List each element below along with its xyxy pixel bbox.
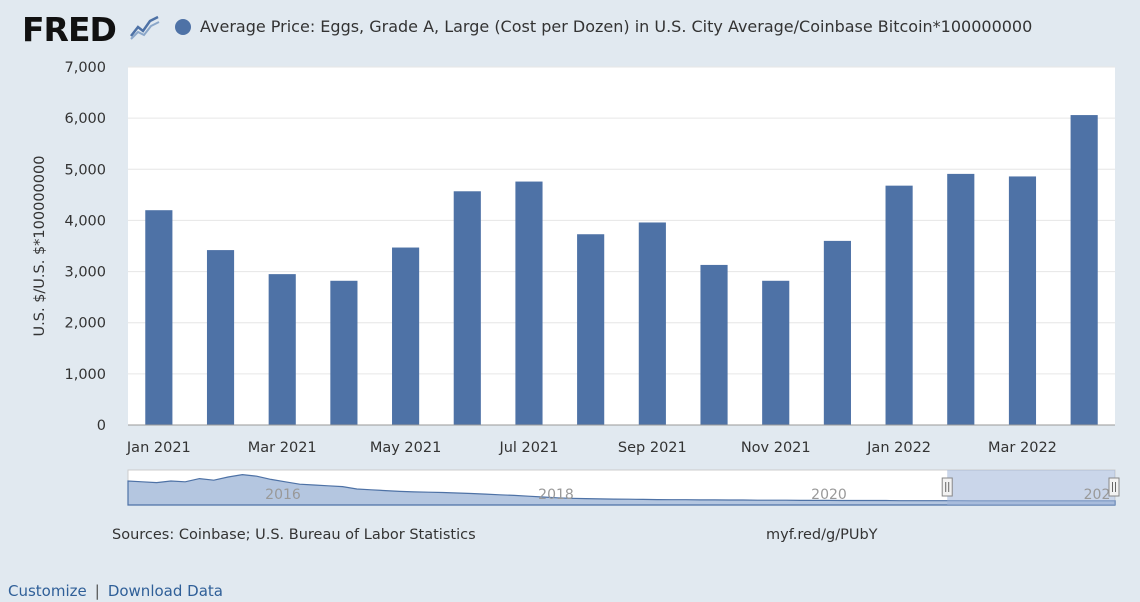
customize-link[interactable]: Customize [8, 582, 87, 600]
navigator-handle-right[interactable] [1108, 477, 1120, 497]
y-tick-label: 1,000 [64, 367, 106, 383]
bar[interactable]: Feb 2021: 3420 [206, 250, 235, 425]
x-tick-label: Jan 2021 [126, 440, 191, 456]
bar[interactable]: Sep 2021: 3960 [638, 222, 666, 425]
x-tick-label: Sep 2021 [618, 440, 687, 456]
bar[interactable]: Dec 2021: 3600 [823, 240, 851, 425]
legend-marker [175, 19, 191, 35]
bar[interactable]: Oct 2021: 3130 [700, 264, 728, 425]
navigator-handle-left[interactable] [941, 477, 953, 497]
bar[interactable]: May 2021: 3470 [392, 247, 420, 425]
bar[interactable]: Mar 2021: 2950 [268, 274, 296, 425]
x-tick-label: Mar 2022 [988, 440, 1057, 456]
navigator-labels: 2016 2018 2020 202 [265, 487, 1110, 503]
y-tick-label: 5,000 [64, 162, 106, 178]
fred-logo-graph-icon [130, 15, 160, 40]
bar-chart: 0 1,000 2,000 3,000 4,000 5,000 6,000 7,000 U.S… [32, 60, 1120, 506]
short-link[interactable]: myf.red/g/PUbY [766, 527, 878, 543]
y-tick-label: 6,000 [64, 111, 106, 127]
chart-header: FRED Average Price: Eggs, Grade A, Large… [0, 0, 1140, 58]
y-tick-label: 3,000 [64, 265, 106, 281]
x-tick-label: May 2021 [370, 440, 442, 456]
y-tick-label: 2,000 [64, 316, 106, 332]
bar[interactable]: Jun 2021: 4570 [453, 191, 481, 425]
bar[interactable]: Apr 2021: 2820 [330, 280, 358, 425]
bar[interactable]: Aug 2021: 3730 [577, 234, 605, 425]
x-tick-label: Mar 2021 [248, 440, 317, 456]
bars: Jan 2021: 4200 Feb 2021: 3420 Mar 2021: 29… [145, 115, 1098, 426]
chart-title: Average Price: Eggs, Grade A, Large (Cos… [200, 17, 1033, 36]
y-tick-label: 7,000 [64, 60, 106, 76]
bar[interactable]: Apr 2022: 6060 [1070, 115, 1098, 426]
navigator-label: 202 [1084, 487, 1111, 503]
bar[interactable]: Feb 2022: 4910 [947, 173, 975, 425]
navigator-label: 2016 [265, 487, 301, 503]
link-separator: | [94, 582, 100, 600]
bar[interactable]: Nov 2021: 2820 [762, 280, 790, 425]
download-data-link[interactable]: Download Data [107, 582, 223, 600]
sources-note: Sources: Coinbase; U.S. Bureau of Labor … [112, 527, 476, 543]
x-tick-label: Nov 2021 [741, 440, 811, 456]
y-axis-ticks: 0 1,000 2,000 3,000 4,000 5,000 6,000 7,000 [64, 60, 106, 434]
fred-logo[interactable]: FRED [22, 10, 117, 49]
navigator-label: 2018 [538, 487, 574, 503]
bar[interactable]: Jan 2021: 4200 [145, 210, 173, 425]
y-tick-label: 4,000 [64, 213, 106, 229]
bar[interactable]: Jul 2021: 4760 [515, 181, 543, 425]
range-navigator[interactable]: 2016 2018 2020 202 [127, 469, 1120, 506]
bar[interactable]: Jan 2022: 4680 [885, 185, 913, 425]
navigator-label: 2020 [811, 487, 847, 503]
x-axis-ticks: Jan 2021 Mar 2021 May 2021 Jul 2021 Sep 2021… [126, 440, 1057, 456]
navigator-selection[interactable] [947, 470, 1115, 505]
x-tick-label: Jul 2021 [498, 440, 558, 456]
x-tick-label: Jan 2022 [866, 440, 931, 456]
bottom-links: Customize | Download Data [8, 582, 223, 600]
y-tick-label: 0 [97, 418, 106, 434]
handle-grip[interactable] [1108, 477, 1120, 497]
y-axis-label: U.S. $/U.S. $*100000000 [32, 156, 48, 337]
handle-grip[interactable] [941, 477, 953, 497]
bar[interactable]: Mar 2022: 4860 [1008, 176, 1037, 425]
